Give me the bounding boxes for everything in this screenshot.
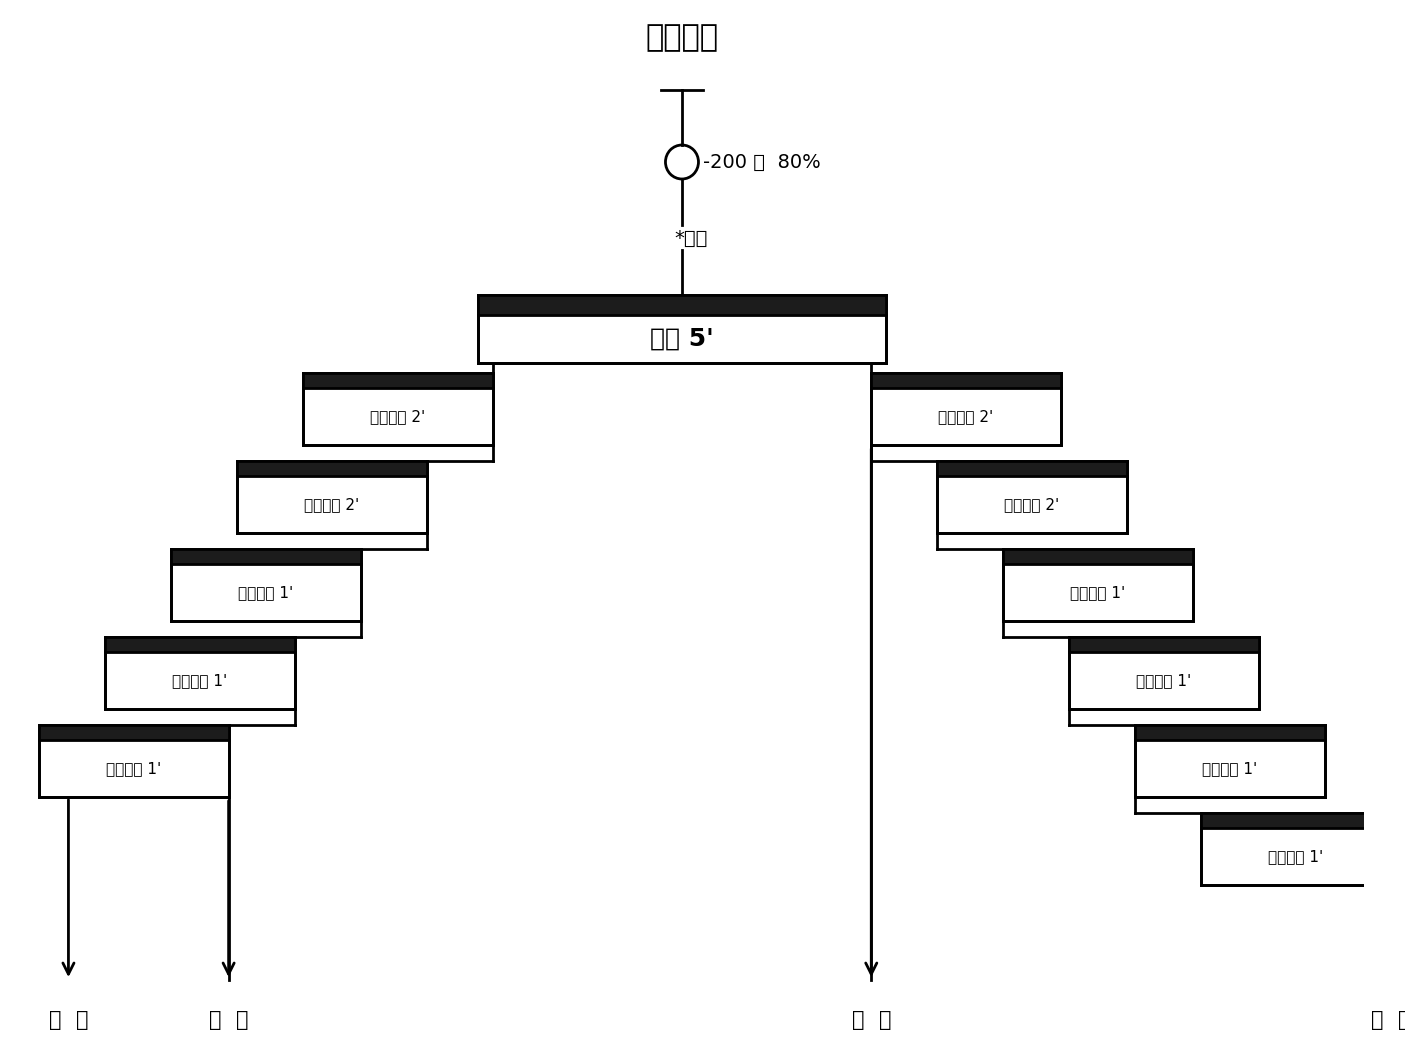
Bar — [303, 373, 493, 388]
Text: 四次扫选 1': 四次扫选 1' — [1137, 673, 1191, 688]
Text: 三次扫选 1': 三次扫选 1' — [1071, 585, 1125, 600]
Bar — [39, 725, 229, 797]
Bar — [105, 637, 295, 709]
Text: 五次扫选 1': 五次扫选 1' — [1203, 761, 1257, 776]
Text: 尾  矿: 尾 矿 — [1371, 1010, 1405, 1030]
Text: 粗选 5': 粗选 5' — [651, 327, 714, 351]
Bar — [39, 725, 229, 740]
Bar — [1069, 637, 1259, 709]
Text: 入选尾矿: 入选尾矿 — [645, 23, 718, 53]
Bar — [237, 461, 427, 533]
Bar — [478, 295, 885, 363]
Bar — [1201, 813, 1391, 885]
Text: 中  矿: 中 矿 — [209, 1010, 249, 1030]
Bar — [937, 461, 1127, 476]
Bar — [303, 373, 493, 445]
Bar — [871, 373, 1061, 388]
Bar — [1135, 725, 1325, 797]
Text: *药剂: *药剂 — [674, 228, 708, 247]
Text: 精  矿: 精 矿 — [49, 1010, 89, 1030]
Text: -200 目  80%: -200 目 80% — [704, 152, 821, 171]
Bar — [478, 295, 885, 315]
Bar — [1201, 813, 1391, 828]
Bar — [1135, 725, 1325, 740]
Text: 五次精选 1': 五次精选 1' — [107, 761, 162, 776]
Bar — [1003, 549, 1193, 564]
Text: 中  矿: 中 矿 — [851, 1010, 891, 1030]
Bar — [1003, 549, 1193, 622]
Bar — [105, 637, 295, 652]
Text: 二次扫选 2': 二次扫选 2' — [1005, 497, 1059, 512]
Bar — [237, 461, 427, 476]
Text: 一次扫选 2': 一次扫选 2' — [939, 409, 993, 424]
Bar — [171, 549, 361, 622]
Text: 三次精选 1': 三次精选 1' — [239, 585, 294, 600]
Text: 六次扫选 1': 六次扫选 1' — [1269, 849, 1324, 864]
Bar — [171, 549, 361, 564]
Bar — [1069, 637, 1259, 652]
Bar — [937, 461, 1127, 533]
Bar — [871, 373, 1061, 445]
Text: 四次精选 1': 四次精选 1' — [173, 673, 228, 688]
Text: 二次精选 2': 二次精选 2' — [305, 497, 360, 512]
Text: 一次精选 2': 一次精选 2' — [371, 409, 426, 424]
